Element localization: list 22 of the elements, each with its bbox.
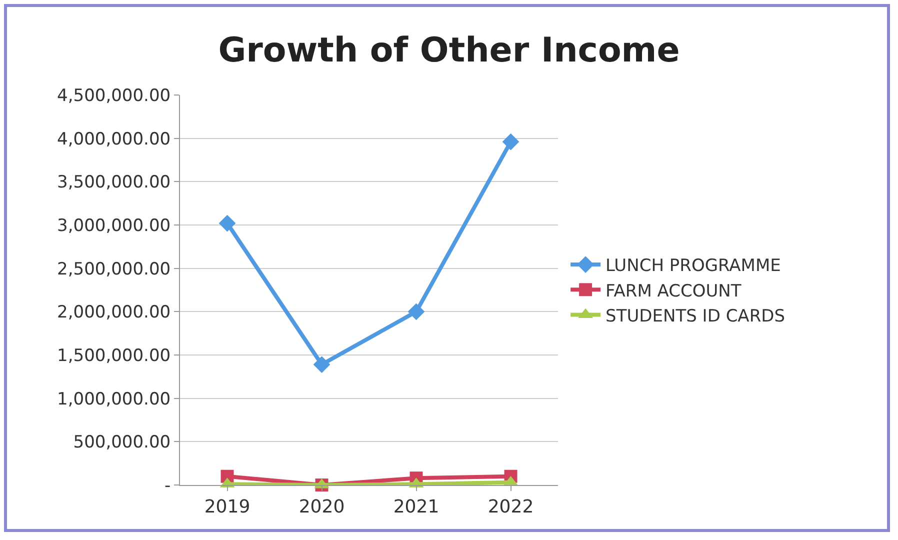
legend-label: STUDENTS ID CARDS — [606, 306, 786, 326]
legend-label: LUNCH PROGRAMME — [606, 256, 781, 276]
y-tick-label: 500,000.00 — [73, 432, 171, 453]
y-tick-label: 2,500,000.00 — [57, 259, 171, 280]
point — [313, 356, 330, 373]
legend-label: FARM ACCOUNT — [606, 281, 742, 302]
x-tick-label: 2019 — [204, 496, 250, 518]
point — [408, 303, 425, 320]
y-tick-label: 4,500,000.00 — [57, 86, 171, 106]
y-tick-label: 3,000,000.00 — [57, 216, 171, 236]
x-tick-label: 2021 — [393, 496, 440, 518]
x-tick-label: 2022 — [488, 496, 534, 518]
x-tick-label: 2020 — [298, 496, 345, 518]
y-tick-label: 1,000,000.00 — [57, 389, 171, 410]
y-tick-label: 2,000,000.00 — [57, 302, 171, 323]
chart-title: Growth of Other Income — [218, 30, 680, 71]
y-tick-label: 4,000,000.00 — [57, 129, 171, 150]
y-tick-label: 3,500,000.00 — [57, 172, 171, 193]
point — [502, 133, 520, 150]
y-tick-label: - — [164, 476, 171, 496]
point — [218, 214, 236, 232]
y-tick-label: 1,500,000.00 — [57, 346, 171, 366]
